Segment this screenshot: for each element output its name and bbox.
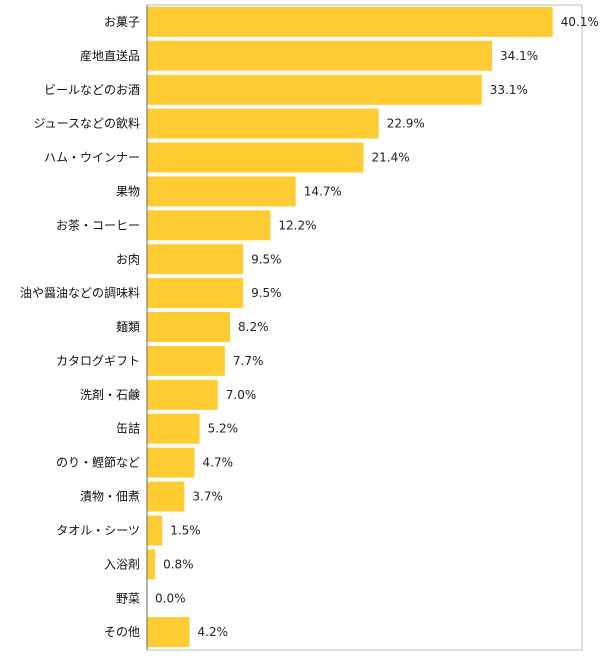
value-label: 12.2% [278,218,316,232]
bar [147,108,379,139]
value-label: 14.7% [304,184,342,198]
value-label: 5.2% [208,422,239,436]
value-label: 22.9% [387,117,425,131]
bar [147,142,364,173]
bars-group [147,6,553,648]
category-label: のり・鰹節など [56,455,140,470]
value-labels-group: 40.1% 34.1% 33.1% 22.9% 21.4% 14.7% 12.2% 9.5% 9… [155,15,599,639]
bar [147,617,190,648]
value-label: 0.0% [155,591,186,605]
category-labels-group: お菓子産地直送品ビールなどのお酒ジュースなどの飲料ハム・ウインナー果物お茶・コー… [20,15,140,639]
bar [147,413,200,444]
bar [147,447,195,478]
value-label: 4.7% [203,456,234,470]
category-label: お茶・コーヒー [56,217,140,232]
value-label: 0.8% [163,557,194,571]
category-label: 漬物・佃煮 [80,489,140,504]
category-label: ジュースなどの飲料 [33,116,140,131]
category-label: 入浴剤 [104,556,140,571]
bar [147,312,230,342]
value-label: 33.1% [490,83,528,97]
category-label: 産地直送品 [80,48,140,63]
value-label: 1.5% [170,524,201,538]
category-label: お肉 [116,252,140,266]
category-label: 缶詰 [116,421,140,436]
category-label: 麺類 [116,320,140,334]
bar [147,6,553,37]
category-label: タオル・シーツ [56,524,140,538]
bar [147,278,244,309]
bar [147,515,163,546]
bar [147,176,296,207]
value-label: 9.5% [251,286,282,300]
value-label: 3.7% [192,490,223,504]
bar [147,379,218,410]
bar [147,40,492,71]
value-label: 7.7% [233,354,264,368]
category-label: ビールなどのお酒 [44,83,140,97]
value-label: 21.4% [372,151,410,165]
category-label: 油や醤油などの調味料 [20,285,140,300]
bar [147,244,244,275]
bar [147,345,225,376]
category-label: お菓子 [104,15,140,29]
value-label: 8.2% [238,320,269,334]
category-label: 洗剤・石鹸 [80,387,140,402]
value-label: 9.5% [251,252,282,266]
bar [147,74,482,105]
value-label: 4.2% [198,625,229,639]
category-label: ハム・ウインナー [44,151,140,165]
category-label: 果物 [116,184,140,198]
bar [147,210,271,241]
category-label: 野菜 [116,591,140,605]
bar [147,549,156,580]
bar [147,481,185,512]
category-label: その他 [104,625,140,639]
value-label: 40.1% [561,15,599,29]
category-label: カタログギフト [56,354,140,368]
value-label: 7.0% [226,388,256,402]
value-label: 34.1% [500,49,538,63]
